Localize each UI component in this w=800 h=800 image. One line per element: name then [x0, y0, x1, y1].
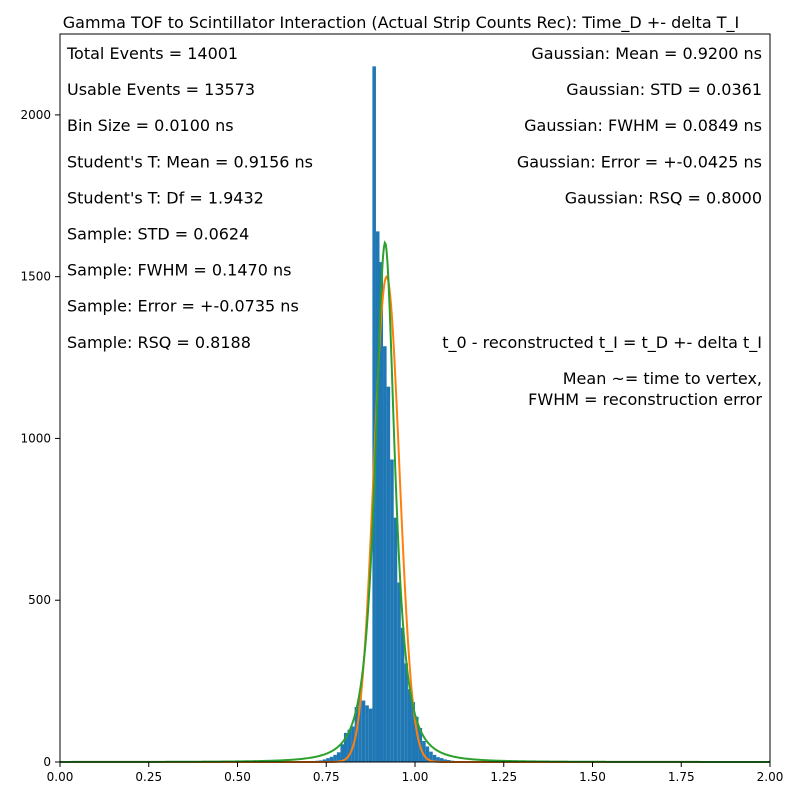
histogram-bar: [400, 627, 405, 762]
histogram-bar: [336, 752, 341, 762]
histogram-bar: [429, 751, 433, 762]
histogram-bar: [340, 744, 344, 762]
x-tick-label: 0.00: [47, 770, 74, 784]
histogram-bar: [443, 759, 447, 762]
histogram-bar: [322, 759, 327, 762]
x-tick-label: 1.25: [490, 770, 517, 784]
annotation-right: Gaussian: FWHM = 0.0849 ns: [524, 116, 762, 135]
histogram-bar: [436, 757, 440, 762]
histogram-bar: [411, 702, 415, 762]
histogram-bar: [372, 66, 376, 763]
annotation-left: Sample: STD = 0.0624: [67, 225, 249, 244]
annotation-left: Usable Events = 13573: [67, 80, 255, 99]
y-tick-label: 1000: [20, 431, 51, 445]
histogram-bar: [358, 695, 362, 762]
histogram-bar: [326, 758, 330, 762]
histogram-bars: [308, 66, 462, 763]
annotation-right: Gaussian: STD = 0.0361: [566, 80, 762, 99]
annotation-left: Total Events = 14001: [66, 44, 238, 63]
annotation-left: Bin Size = 0.0100 ns: [67, 116, 234, 135]
histogram-bar: [404, 663, 408, 762]
annotation-left: Student's T: Mean = 0.9156 ns: [67, 152, 313, 171]
annotation-right: Gaussian: Error = +-0.0425 ns: [517, 152, 762, 171]
histogram-bar: [415, 716, 419, 762]
histogram-bar: [344, 732, 348, 762]
y-tick-label: 0: [43, 755, 51, 769]
annotations: Total Events = 14001 Usable Events = 1357…: [66, 44, 762, 409]
x-tick-label: 1.50: [579, 770, 606, 784]
x-tick-label: 0.50: [224, 770, 251, 784]
fit-curves: [60, 240, 770, 763]
annotation-right: Gaussian: RSQ = 0.8000: [565, 188, 762, 207]
annotation-right-note: FWHM = reconstruction error: [528, 390, 762, 409]
x-tick-label: 2.00: [757, 770, 784, 784]
annotation-left: Sample: Error = +-0.0735 ns: [67, 297, 299, 316]
chart-title: Gamma TOF to Scintillator Interaction (A…: [63, 13, 739, 33]
x-tick-label: 1.00: [402, 770, 429, 784]
student_t-fit-line: [60, 240, 770, 763]
x-tick-label: 0.75: [313, 770, 340, 784]
histogram-bar: [407, 689, 412, 762]
annotation-left: Sample: RSQ = 0.8188: [67, 333, 251, 352]
histogram-bar: [383, 346, 387, 762]
histogram-bar: [329, 756, 334, 762]
histogram-bar: [375, 231, 380, 762]
y-tick-label: 1500: [20, 270, 51, 284]
histogram-bar: [365, 705, 369, 762]
y-tick-label: 2000: [20, 108, 51, 122]
histogram-bar: [361, 700, 366, 762]
x-tick-label: 0.25: [135, 770, 162, 784]
histogram-bar: [393, 517, 398, 762]
annotation-right: Gaussian: Mean = 0.9200 ns: [531, 44, 762, 63]
histogram-bar: [439, 758, 444, 762]
histogram-bar: [425, 746, 430, 762]
histogram-bar: [368, 708, 373, 762]
histogram-bar: [333, 754, 337, 762]
histogram-bar: [397, 582, 401, 762]
histogram-bar: [386, 386, 391, 762]
annotation-left: Sample: FWHM = 0.1470 ns: [67, 261, 291, 280]
annotation-right-note: Mean ~= time to vertex,: [563, 369, 762, 388]
x-axis-ticks: 0.00 0.25 0.50 0.75 1.00 1.25 1.50 1.75 2.00: [47, 762, 784, 784]
histogram-bar: [379, 262, 384, 762]
y-tick-label: 500: [28, 593, 51, 607]
histogram-bar: [347, 729, 352, 762]
histogram-bar: [432, 754, 437, 762]
histogram-bar: [422, 740, 426, 762]
x-tick-label: 1.75: [668, 770, 695, 784]
y-axis-ticks: 0 500 1000 1500 2000: [20, 108, 60, 769]
annotation-right-note: t_0 - reconstructed t_I = t_D +- delta t…: [442, 333, 762, 353]
annotation-left: Student's T: Df = 1.9432: [67, 188, 264, 207]
histogram-bar: [390, 459, 394, 762]
